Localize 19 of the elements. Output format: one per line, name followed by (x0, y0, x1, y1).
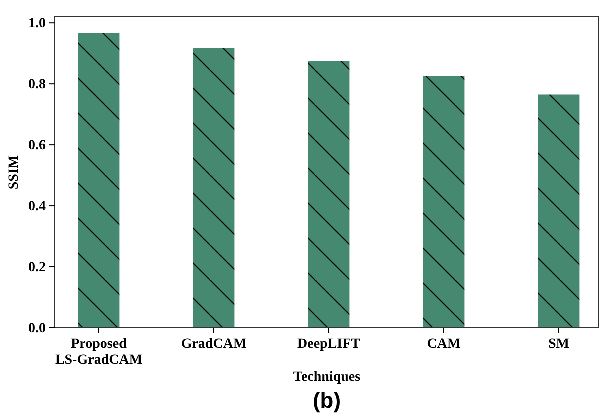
bar (538, 94, 580, 328)
text: (b) (312, 388, 342, 413)
x-tick-label: Proposed LS-GradCAM (55, 337, 143, 368)
bar (423, 76, 465, 328)
bar (308, 61, 350, 328)
x-tick-label: DeepLIFT (298, 337, 362, 352)
x-tick-label: SM (548, 337, 570, 352)
y-tick-label: 0.0 (28, 321, 46, 336)
y-axis-title: SSIM (7, 155, 22, 190)
x-tick-label: CAM (427, 337, 461, 352)
y-tick-label: 0.4 (28, 200, 46, 215)
bar (78, 33, 120, 328)
y-tick-label: 0.8 (28, 78, 46, 93)
x-tick-label: GradCAM (181, 337, 247, 352)
x-axis-title: Techniques (293, 370, 362, 385)
y-tick-label: 0.6 (28, 138, 46, 154)
y-tick-label: 0.2 (28, 260, 46, 276)
y-tick-label: 1.0 (28, 16, 46, 32)
bar (193, 48, 235, 328)
